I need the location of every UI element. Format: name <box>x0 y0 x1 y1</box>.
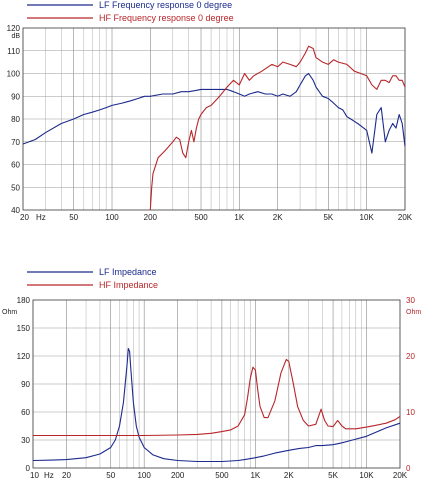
y-tick-label: 90 <box>11 92 20 101</box>
y-tick-label: 30 <box>21 436 30 445</box>
x-tick-label: 20 <box>20 213 29 222</box>
legend: LF Frequency response 0 degree HF Freque… <box>27 0 234 23</box>
y-tick-label: 0 <box>26 464 31 473</box>
y-tick-label: 120 <box>7 24 21 33</box>
tick-labels: 20 50 100 200 500 1K 2K 5K 10K 20K 40 50 60 70 80 90 100… <box>7 24 413 222</box>
y-axis-unit: dB <box>11 33 20 40</box>
y-tick-label: 120 <box>17 352 31 361</box>
y-tick-label: 180 <box>17 296 31 305</box>
series-lines <box>22 45 406 211</box>
series-lines <box>32 347 401 463</box>
tick-labels: 10 20 50 100 200 500 1K 2K 5K 10K 20K0306090120150… <box>17 296 416 480</box>
legend-label-lf: LF Frequency response 0 degree <box>99 0 232 10</box>
x-axis-unit: Hz <box>44 471 54 480</box>
legend-label-hf-impedance: HF Impedance <box>99 280 158 290</box>
y-tick-label: 150 <box>17 324 31 333</box>
x-tick-label: 500 <box>215 471 229 480</box>
y2-tick-label: 10 <box>406 408 415 417</box>
x-tick-label: 20K <box>393 471 408 480</box>
series-line-lf <box>32 347 401 463</box>
plot-area <box>22 27 406 211</box>
y-tick-label: 80 <box>11 115 20 124</box>
y2-tick-label: 20 <box>406 352 415 361</box>
legend-label-lf-impedance: LF Impedance <box>99 267 157 277</box>
impedance-chart: 10 20 50 100 200 500 1K 2K 5K 10K 20K0306090120150… <box>2 267 421 480</box>
x-axis-unit: Hz <box>36 213 46 222</box>
x-tick-label: 2K <box>284 471 294 480</box>
frequency-response-chart: 20 50 100 200 500 1K 2K 5K 10K 20K 40 50 60 70 80 90 100… <box>7 0 413 222</box>
left-axis-unit: Ohm <box>2 309 17 316</box>
y-tick-label: 60 <box>21 408 30 417</box>
legend: LF Impedance HF Impedance <box>27 267 158 290</box>
x-tick-label: 2K <box>273 213 283 222</box>
x-tick-label: 10K <box>359 471 374 480</box>
series-line-hf <box>149 45 406 211</box>
right-axis-unit: Ohm <box>406 309 421 316</box>
x-tick-label: 5K <box>323 213 333 222</box>
x-tick-label: 5K <box>328 471 338 480</box>
grid <box>32 299 401 469</box>
x-tick-label: 50 <box>106 471 115 480</box>
x-tick-label: 50 <box>69 213 78 222</box>
y2-tick-label: 0 <box>406 464 411 473</box>
y-tick-label: 100 <box>7 70 21 79</box>
y2-tick-label: 30 <box>406 296 415 305</box>
x-tick-label: 10K <box>360 213 375 222</box>
series-line-lf <box>22 72 406 154</box>
series-line-hf <box>33 358 401 437</box>
y-tick-label: 40 <box>11 206 20 215</box>
x-tick-label: 20 <box>62 471 71 480</box>
x-tick-label: 20K <box>398 213 413 222</box>
legend-label-hf: HF Frequency response 0 degree <box>99 13 234 23</box>
y-tick-label: 110 <box>7 47 20 56</box>
x-tick-label: 100 <box>137 471 151 480</box>
x-tick-label: 10 <box>30 471 39 480</box>
y-tick-label: 50 <box>11 183 20 192</box>
x-tick-label: 100 <box>105 213 119 222</box>
grid <box>22 27 406 211</box>
y-tick-label: 90 <box>21 380 30 389</box>
y-tick-label: 60 <box>11 161 20 170</box>
x-tick-label: 1K <box>234 213 244 222</box>
x-tick-label: 1K <box>250 471 260 480</box>
x-tick-label: 200 <box>144 213 158 222</box>
x-tick-label: 500 <box>194 213 208 222</box>
x-tick-label: 200 <box>171 471 185 480</box>
y-tick-label: 70 <box>11 138 20 147</box>
plot-area <box>32 299 401 469</box>
